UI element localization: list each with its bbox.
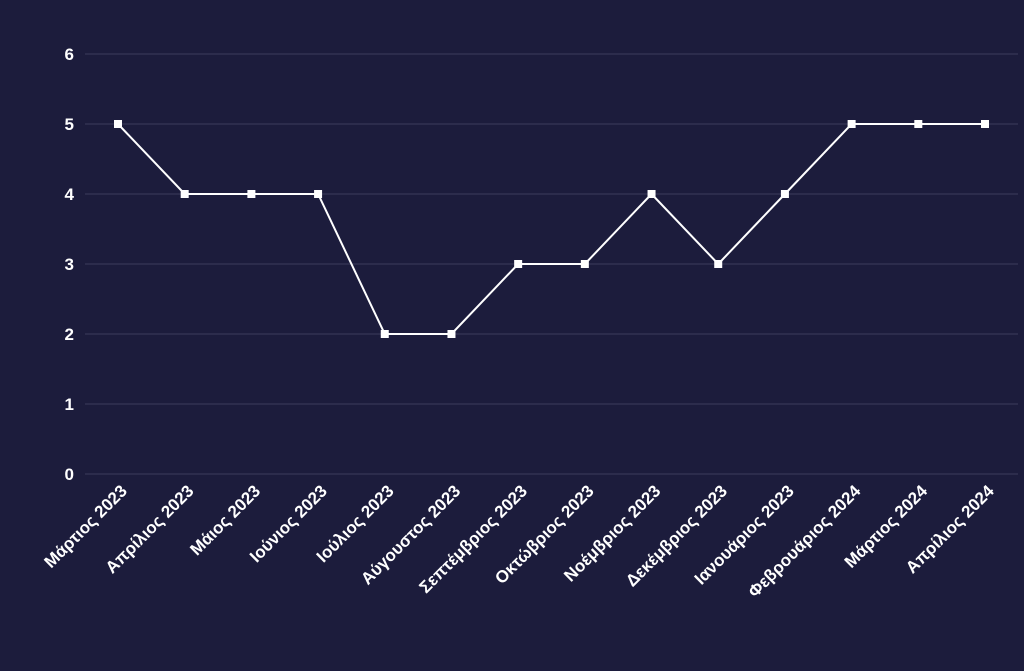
x-tick-label: Φεβρουάριος 2024 xyxy=(744,481,864,601)
data-point xyxy=(247,190,256,198)
data-point xyxy=(647,190,656,198)
data-point xyxy=(314,190,323,198)
data-point xyxy=(180,190,189,198)
y-tick-label: 4 xyxy=(65,185,75,204)
data-point xyxy=(514,260,523,268)
y-tick-label: 6 xyxy=(65,45,74,64)
data-point xyxy=(714,260,723,268)
data-point xyxy=(380,330,389,338)
y-axis-tick-labels: 0 1 2 3 4 5 6 xyxy=(65,45,75,484)
y-tick-label: 0 xyxy=(65,465,74,484)
y-tick-label: 2 xyxy=(65,325,74,344)
y-tick-label: 1 xyxy=(65,395,74,414)
data-point xyxy=(914,120,923,128)
data-point xyxy=(981,120,989,128)
data-point xyxy=(847,120,856,128)
series-line-group xyxy=(117,123,985,335)
series-line xyxy=(117,123,985,335)
data-point xyxy=(580,260,589,268)
y-tick-label: 3 xyxy=(65,255,74,274)
data-point xyxy=(780,190,789,198)
y-tick-label: 5 xyxy=(65,115,74,134)
data-point xyxy=(114,120,122,128)
data-points xyxy=(114,120,989,338)
data-point xyxy=(447,330,456,338)
